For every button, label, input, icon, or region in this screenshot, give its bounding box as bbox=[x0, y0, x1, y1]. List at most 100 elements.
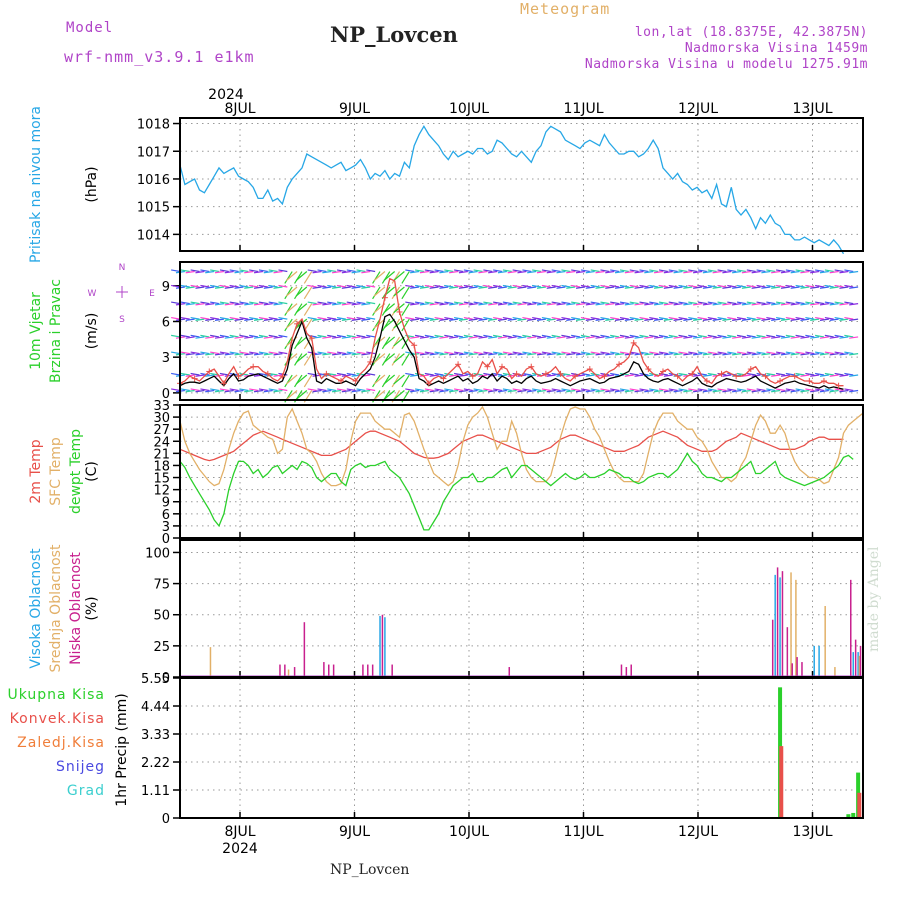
wind-arrow bbox=[249, 316, 259, 320]
wind-arrow bbox=[449, 336, 459, 339]
wind-arrow bbox=[195, 303, 205, 306]
wind-arrow bbox=[284, 318, 293, 332]
wind-arrow bbox=[449, 303, 459, 306]
units-temperature: (C) bbox=[84, 461, 100, 482]
wind-arrow bbox=[200, 351, 210, 355]
panel-frame bbox=[179, 261, 864, 401]
wind-arrow bbox=[393, 271, 405, 281]
wind-arrow bbox=[303, 353, 313, 366]
wind-arrow bbox=[561, 351, 571, 355]
wind-arrow bbox=[805, 351, 815, 355]
wind-arrow bbox=[824, 284, 834, 288]
wind-arrow bbox=[414, 351, 425, 355]
wind-arrow bbox=[756, 334, 766, 338]
wind-arrow bbox=[244, 389, 254, 393]
wind-arrow bbox=[693, 353, 703, 356]
wind-arrow bbox=[810, 318, 820, 321]
wind-arrow bbox=[268, 316, 278, 320]
wind-arrow bbox=[790, 318, 800, 321]
wind-arrow bbox=[683, 270, 693, 274]
wind-arrow bbox=[234, 353, 244, 356]
wind-arrow bbox=[234, 389, 244, 393]
y-tick-label: 25 bbox=[153, 640, 170, 655]
bar-low bbox=[332, 664, 335, 677]
wind-arrow bbox=[391, 271, 401, 284]
wind-arrow bbox=[317, 284, 327, 288]
wind-arrow bbox=[624, 318, 634, 321]
wind-arrow bbox=[697, 316, 707, 320]
wind-arrow bbox=[746, 388, 756, 392]
wind-arrow bbox=[785, 316, 795, 320]
wind-arrow bbox=[629, 388, 639, 392]
wind-arrow bbox=[522, 284, 532, 288]
wind-arrow bbox=[532, 316, 542, 320]
wind-arrow bbox=[678, 351, 688, 355]
panel-precip bbox=[173, 677, 864, 819]
bar-low bbox=[771, 619, 774, 677]
wind-arrow bbox=[468, 286, 478, 289]
bar-low bbox=[293, 667, 296, 677]
wind-arrow bbox=[502, 284, 512, 288]
top-day-label: 9JUL bbox=[339, 101, 370, 117]
wind-arrow bbox=[693, 270, 703, 274]
wind-arrow bbox=[219, 372, 229, 376]
wind-arrow bbox=[829, 389, 839, 393]
wind-arrow bbox=[356, 301, 366, 305]
panel-wind bbox=[116, 261, 864, 403]
y-tick-label: 21 bbox=[153, 447, 170, 462]
wind-arrow bbox=[219, 388, 229, 392]
top-day-label: 12JUL bbox=[678, 101, 718, 117]
wind-arrow bbox=[185, 389, 195, 393]
wind-arrow bbox=[819, 389, 829, 393]
wind-arrow bbox=[834, 316, 844, 320]
wind-arrow bbox=[171, 301, 181, 305]
wind-arrow bbox=[263, 303, 273, 306]
wind-arrow bbox=[190, 301, 200, 305]
wind-arrow bbox=[610, 301, 620, 305]
wind-arrow bbox=[419, 353, 429, 356]
wind-arrow bbox=[702, 270, 712, 274]
wind-arrow bbox=[190, 372, 200, 376]
wind-arrow bbox=[253, 389, 264, 393]
wind-arrow bbox=[600, 316, 610, 320]
wind-arrow bbox=[410, 303, 420, 306]
wind-arrow bbox=[546, 286, 556, 289]
panel-frame bbox=[179, 677, 864, 819]
wind-arrow bbox=[795, 316, 805, 320]
wind-arrow bbox=[493, 269, 503, 273]
wind-arrow bbox=[483, 351, 493, 355]
wind-arrow bbox=[361, 353, 371, 356]
wind-arrow bbox=[824, 334, 834, 338]
wind-arrow bbox=[502, 301, 512, 305]
wind-arrow bbox=[600, 388, 610, 392]
wind-arrow bbox=[678, 301, 688, 305]
wind-arrow bbox=[527, 286, 537, 289]
wind-arrow bbox=[346, 284, 356, 288]
wind-arrow bbox=[522, 316, 532, 320]
wind-arrow bbox=[210, 316, 220, 320]
wind-arrow bbox=[751, 336, 761, 339]
wind-arrow bbox=[849, 336, 859, 339]
wind-arrow bbox=[693, 318, 703, 321]
wind-arrow bbox=[678, 316, 688, 320]
bar-low bbox=[284, 664, 286, 677]
wind-arrow bbox=[780, 389, 790, 393]
wind-arrow bbox=[624, 270, 634, 274]
wind-arrow bbox=[393, 286, 405, 297]
wind-arrow bbox=[766, 372, 776, 376]
wind-arrow bbox=[284, 271, 293, 284]
wind-arrow bbox=[844, 269, 854, 273]
wind-arrow bbox=[707, 316, 717, 320]
wind-arrow bbox=[810, 374, 820, 377]
wind-arrow bbox=[263, 286, 273, 289]
wind-arrow bbox=[815, 284, 825, 288]
wind-arrow bbox=[688, 269, 698, 273]
wind-arrow bbox=[195, 318, 205, 321]
wind-arrow bbox=[439, 389, 449, 393]
wind-arrow bbox=[614, 286, 625, 289]
wind-arrow bbox=[214, 286, 224, 289]
series-line-dewpt bbox=[179, 452, 854, 531]
wind-arrow bbox=[473, 301, 483, 305]
wind-arrow bbox=[849, 389, 859, 393]
wind-arrow bbox=[775, 301, 786, 305]
